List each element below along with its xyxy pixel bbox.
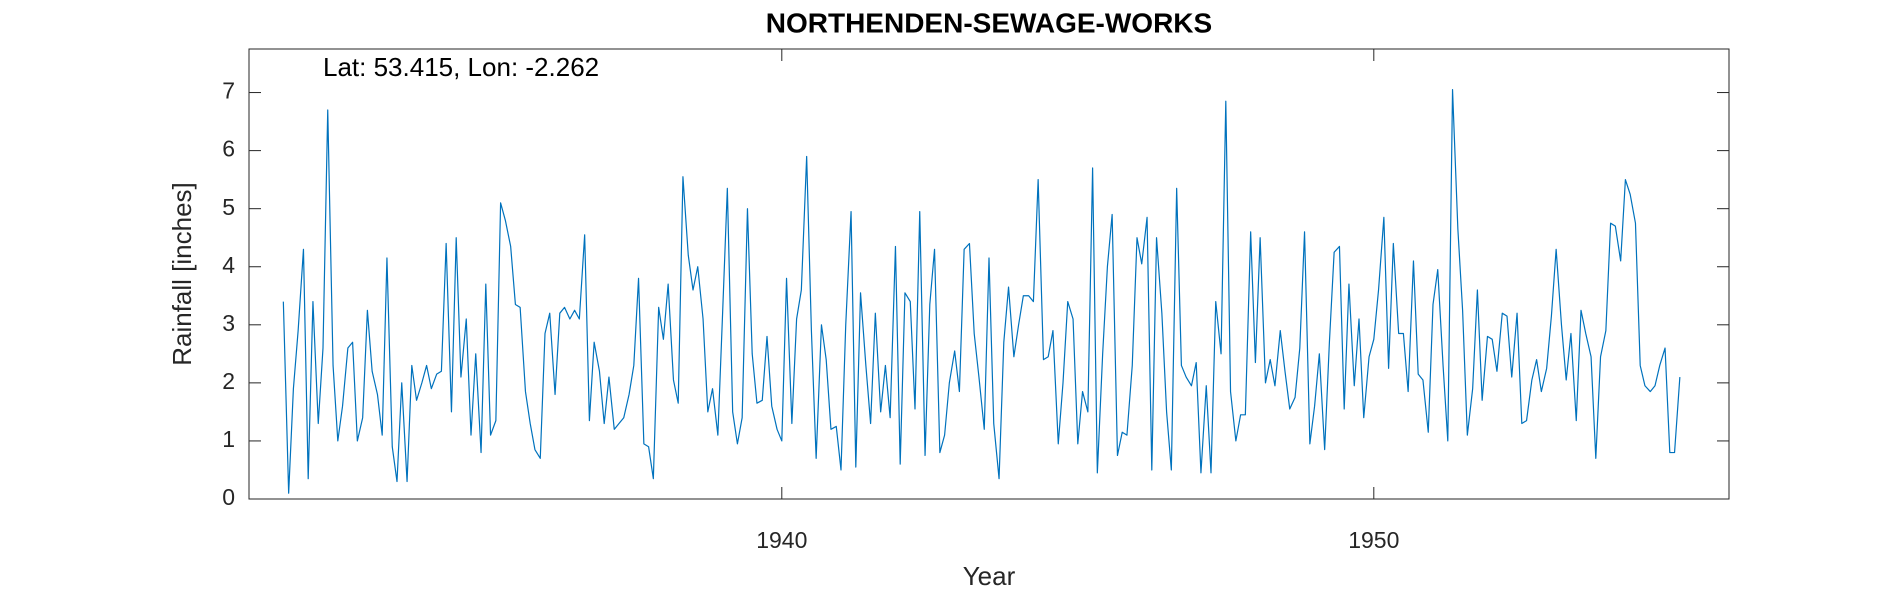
data-line <box>282 89 1681 494</box>
annotation: Lat: 53.415, Lon: -2.262 <box>323 52 599 82</box>
y-tick-label: 6 <box>222 136 235 162</box>
x-tick-label: 1950 <box>1348 527 1399 553</box>
y-tick-label: 5 <box>222 194 235 220</box>
y-tick-label: 4 <box>222 252 235 278</box>
y-tick-label: 1 <box>222 426 235 452</box>
y-tick-label: 7 <box>222 78 235 104</box>
y-tick-label: 3 <box>222 310 235 336</box>
x-tick-label: 1940 <box>756 527 807 553</box>
chart-title: NORTHENDEN-SEWAGE-WORKS <box>766 7 1212 38</box>
y-tick-label: 2 <box>222 368 235 394</box>
x-axis-label: Year <box>963 561 1016 591</box>
y-tick-label: 0 <box>222 484 235 510</box>
y-axis-label: Rainfall [inches] <box>167 182 197 366</box>
